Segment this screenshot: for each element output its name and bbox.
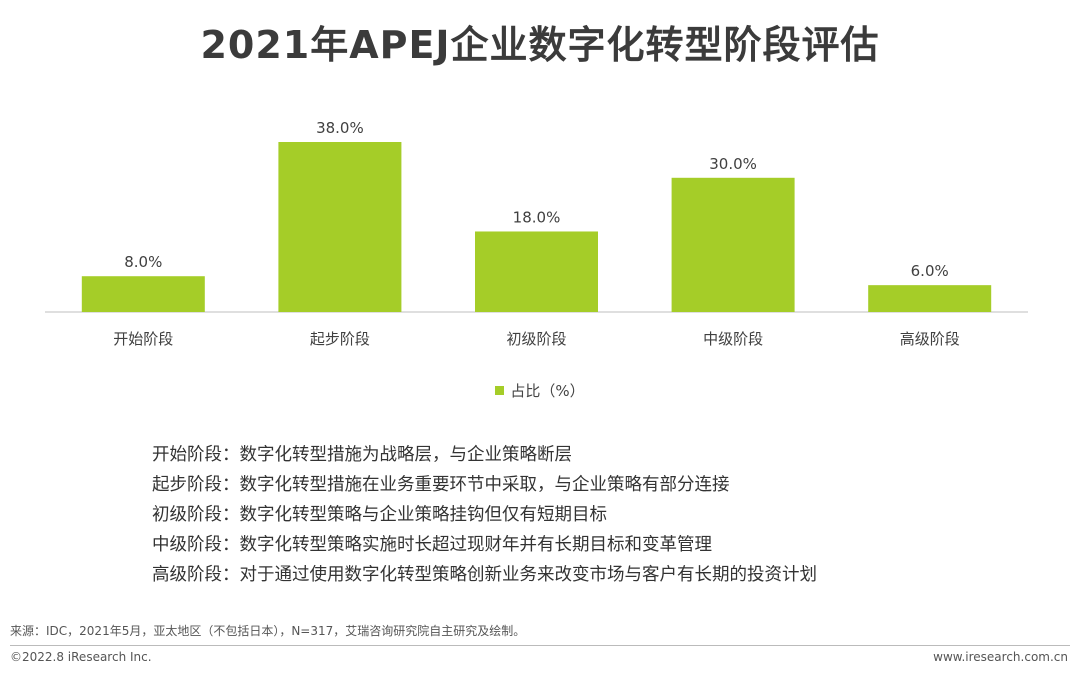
bar-4 bbox=[671, 177, 795, 312]
legend-swatch bbox=[495, 386, 505, 395]
legend: 占比（%） bbox=[0, 380, 1080, 401]
data-label-1: 8.0% bbox=[124, 253, 162, 271]
note-row: 高级阶段：对于通过使用数字化转型策略创新业务来改变市场与客户有长期的投资计划 bbox=[152, 560, 817, 590]
website-link: www.iresearch.com.cn bbox=[933, 650, 1068, 664]
data-label-3: 18.0% bbox=[513, 208, 561, 226]
bar-chart: 8.0% 开始阶段 38.0% 起步阶段 18.0% 初级阶段 30.0% 中级阶段 6.0% 高… bbox=[45, 119, 1028, 348]
note-row: 起步阶段：数字化转型措施在业务重要环节中采取，与企业策略有部分连接 bbox=[152, 470, 817, 500]
note-row: 初级阶段：数字化转型策略与企业策略挂钩但仅有短期目标 bbox=[152, 500, 817, 530]
source-note: 来源：IDC，2021年5月，亚太地区（不包括日本），N=317，艾瑞咨询研究院… bbox=[10, 624, 526, 638]
note-row: 中级阶段：数字化转型策略实施时长超过现财年并有长期目标和变革管理 bbox=[152, 530, 817, 560]
x-tick-label-5: 高级阶段 bbox=[900, 330, 960, 348]
note-text: 数字化转型策略实施时长超过现财年并有长期目标和变革管理 bbox=[239, 535, 713, 555]
stage-definitions: 开始阶段：数字化转型措施为战略层，与企业策略断层 起步阶段：数字化转型措施在业务… bbox=[152, 440, 817, 590]
note-text: 数字化转型措施在业务重要环节中采取，与企业策略有部分连接 bbox=[239, 475, 730, 495]
note-row: 开始阶段：数字化转型措施为战略层，与企业策略断层 bbox=[152, 440, 817, 470]
chart-title: 2021年APEJ企业数字化转型阶段评估 bbox=[200, 23, 880, 67]
x-tick-label-1: 开始阶段 bbox=[113, 330, 173, 348]
x-tick-label-3: 初级阶段 bbox=[506, 330, 566, 348]
note-stage: 中级阶段： bbox=[152, 535, 240, 555]
note-stage: 开始阶段： bbox=[152, 445, 240, 465]
note-stage: 高级阶段： bbox=[152, 565, 240, 585]
note-stage: 起步阶段： bbox=[152, 475, 240, 495]
note-text: 数字化转型策略与企业策略挂钩但仅有短期目标 bbox=[239, 505, 608, 525]
copyright: ©2022.8 iResearch Inc. bbox=[10, 650, 152, 664]
data-label-2: 38.0% bbox=[316, 119, 364, 137]
footer-divider bbox=[10, 645, 1070, 646]
x-tick-label-2: 起步阶段 bbox=[310, 330, 370, 348]
legend-label: 占比（%） bbox=[510, 382, 585, 400]
bar-3 bbox=[475, 231, 598, 312]
note-stage: 初级阶段： bbox=[152, 505, 240, 525]
note-text: 对于通过使用数字化转型策略创新业务来改变市场与客户有长期的投资计划 bbox=[239, 565, 818, 585]
bar-1 bbox=[81, 276, 205, 312]
bar-5 bbox=[868, 285, 992, 312]
bar-2 bbox=[278, 142, 402, 312]
x-tick-label-4: 中级阶段 bbox=[703, 330, 763, 348]
data-label-4: 30.0% bbox=[709, 155, 757, 173]
data-label-5: 6.0% bbox=[911, 262, 949, 280]
note-text: 数字化转型措施为战略层，与企业策略断层 bbox=[239, 445, 573, 465]
